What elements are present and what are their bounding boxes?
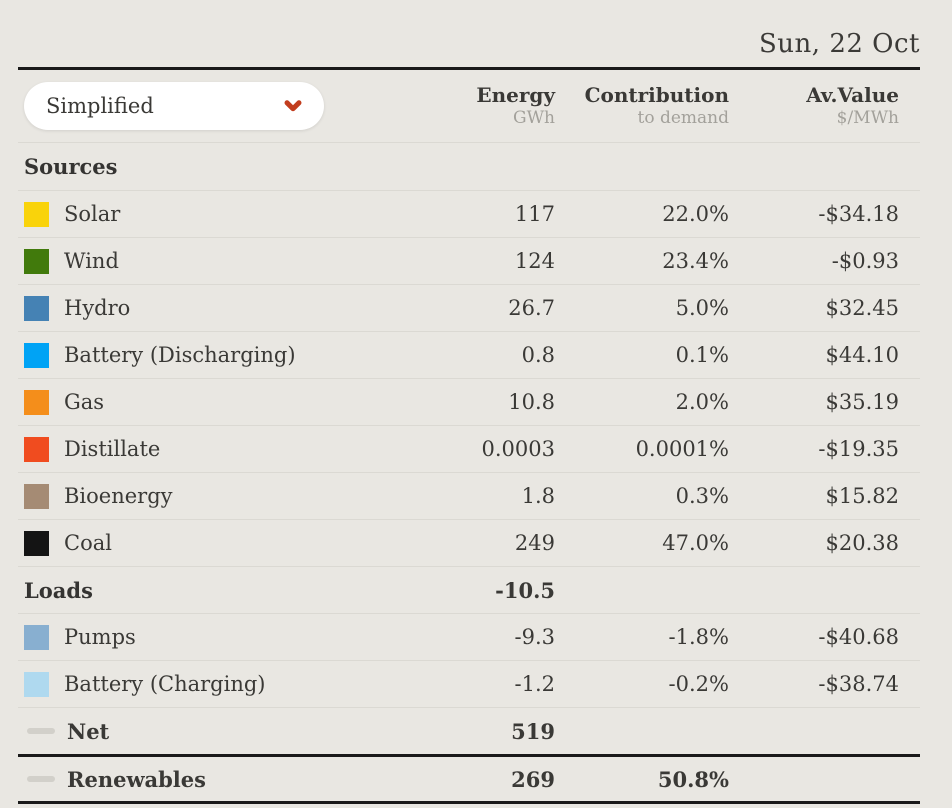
topbar: Sun, 22 Oct xyxy=(0,0,952,67)
column-header-contribution: Contribution to demand xyxy=(584,82,729,128)
contribution-value: 2.0% xyxy=(675,390,729,414)
table-row-battery-charging[interactable]: Battery (Charging) -1.2 -0.2% -$38.74 xyxy=(18,660,920,707)
table-row-coal[interactable]: Coal 249 47.0% $20.38 xyxy=(18,519,920,566)
energy-value: -9.3 xyxy=(514,625,556,649)
bottom-rule xyxy=(18,801,920,804)
pumps-swatch xyxy=(24,624,49,650)
av-value: -$34.18 xyxy=(818,202,899,226)
energy-value: 269 xyxy=(511,766,555,792)
renewables-line-marker xyxy=(27,776,55,782)
contribution-value: -0.2% xyxy=(668,672,729,696)
av-value: -$19.35 xyxy=(818,437,899,461)
av-value: -$0.93 xyxy=(831,249,899,273)
gas-swatch xyxy=(24,389,49,415)
energy-value: -1.2 xyxy=(514,672,556,696)
section-header-sources: Sources xyxy=(24,154,118,179)
contribution-value: 0.3% xyxy=(675,484,729,508)
summary-table: Simplified Energy GWh Contribution to de… xyxy=(18,70,920,754)
view-selector-dropdown[interactable]: Simplified xyxy=(24,82,324,130)
table-row-hydro[interactable]: Hydro 26.7 5.0% $32.45 xyxy=(18,284,920,331)
energy-value: 124 xyxy=(514,249,555,273)
column-header-energy: Energy GWh xyxy=(476,82,555,128)
renewables-top-rule xyxy=(18,754,920,757)
row-label: Wind xyxy=(64,249,119,273)
energy-value: 26.7 xyxy=(508,296,555,320)
bioenergy-swatch xyxy=(24,483,49,509)
row-label: Battery (Charging) xyxy=(64,672,266,696)
loads-energy-total: -10.5 xyxy=(495,577,555,603)
table-row-distillate[interactable]: Distillate 0.0003 0.0001% -$19.35 xyxy=(18,425,920,472)
table-row-gas[interactable]: Gas 10.8 2.0% $35.19 xyxy=(18,378,920,425)
battery-discharging-swatch xyxy=(24,342,49,368)
row-label: Hydro xyxy=(64,296,131,320)
chevron-down-icon xyxy=(284,100,302,112)
hydro-swatch xyxy=(24,295,49,321)
row-label: Battery (Discharging) xyxy=(64,343,296,367)
av-value: $15.82 xyxy=(825,484,899,508)
energy-value: 10.8 xyxy=(508,390,555,414)
contribution-value: 0.1% xyxy=(675,343,729,367)
net-line-marker xyxy=(27,728,55,734)
av-value: -$40.68 xyxy=(818,625,899,649)
contribution-value: 47.0% xyxy=(662,531,729,555)
row-label: Gas xyxy=(64,390,105,414)
table-row-renewables[interactable]: Renewables 269 50.8% xyxy=(18,757,920,801)
energy-value: 0.8 xyxy=(521,343,555,367)
av-value: $35.19 xyxy=(825,390,899,414)
table-row-solar[interactable]: Solar 117 22.0% -$34.18 xyxy=(18,190,920,237)
row-label: Pumps xyxy=(64,625,136,649)
contribution-value: 22.0% xyxy=(662,202,729,226)
energy-value: 0.0003 xyxy=(481,437,555,461)
row-label: Net xyxy=(67,718,110,744)
date-label: Sun, 22 Oct xyxy=(758,29,920,59)
energy-value: 519 xyxy=(511,718,555,744)
energy-value: 1.8 xyxy=(521,484,555,508)
energy-value: 117 xyxy=(514,202,555,226)
wind-swatch xyxy=(24,248,49,274)
contribution-value: -1.8% xyxy=(668,625,729,649)
table-row-battery-discharging[interactable]: Battery (Discharging) 0.8 0.1% $44.10 xyxy=(18,331,920,378)
table-row-bioenergy[interactable]: Bioenergy 1.8 0.3% $15.82 xyxy=(18,472,920,519)
contribution-value: 0.0001% xyxy=(635,437,729,461)
row-label: Solar xyxy=(64,202,121,226)
battery-charging-swatch xyxy=(24,671,49,697)
contribution-value: 50.8% xyxy=(657,766,729,792)
column-header-av-value: Av.Value $/MWh xyxy=(806,82,899,128)
av-value: $32.45 xyxy=(825,296,899,320)
view-selector-label: Simplified xyxy=(46,94,154,118)
row-label: Bioenergy xyxy=(64,484,173,508)
solar-swatch xyxy=(24,201,49,227)
table-row-pumps[interactable]: Pumps -9.3 -1.8% -$40.68 xyxy=(18,613,920,660)
table-row-wind[interactable]: Wind 124 23.4% -$0.93 xyxy=(18,237,920,284)
av-value: $44.10 xyxy=(825,343,899,367)
energy-value: 249 xyxy=(514,531,555,555)
contribution-value: 5.0% xyxy=(675,296,729,320)
row-label: Distillate xyxy=(64,437,161,461)
av-value: -$38.74 xyxy=(818,672,899,696)
row-label: Renewables xyxy=(67,766,206,792)
top-rule xyxy=(18,67,920,70)
contribution-value: 23.4% xyxy=(662,249,729,273)
coal-swatch xyxy=(24,530,49,556)
table-header-row: Simplified Energy GWh Contribution to de… xyxy=(18,70,920,143)
distillate-swatch xyxy=(24,436,49,462)
av-value: $20.38 xyxy=(825,531,899,555)
table-row-net[interactable]: Net 519 xyxy=(18,707,920,754)
section-header-loads: Loads -10.5 xyxy=(18,566,920,613)
row-label: Coal xyxy=(64,531,112,555)
